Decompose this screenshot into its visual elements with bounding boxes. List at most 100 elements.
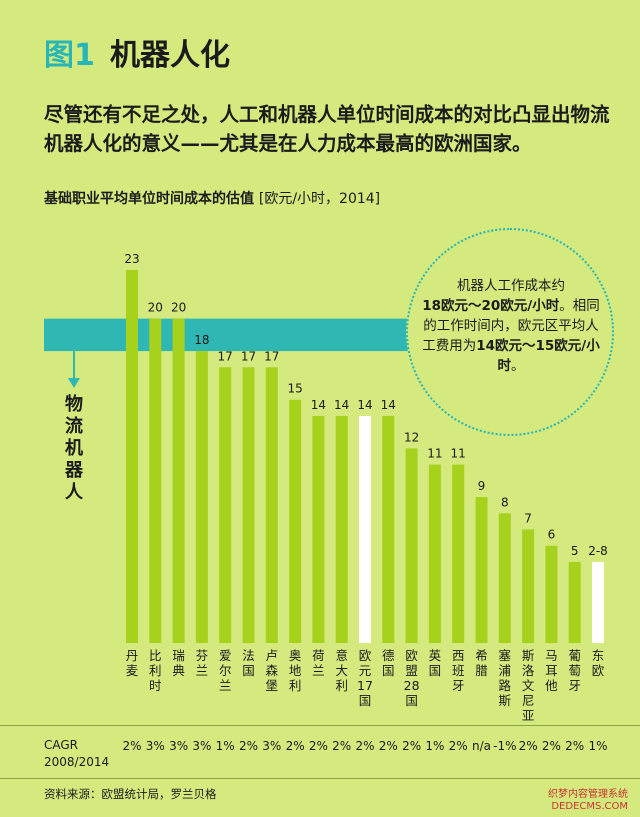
value-label-2: 20	[171, 301, 186, 315]
value-label-9: 14	[334, 398, 349, 412]
cagr-value-12: 2%	[402, 739, 422, 753]
cagr-value-19: 2%	[565, 739, 585, 753]
category-label-16: 浦	[499, 663, 512, 678]
cagr-label-text: CAGR	[44, 738, 79, 752]
bar-20	[592, 561, 604, 643]
value-label-19: 5	[571, 544, 579, 558]
robot-cost-band	[44, 318, 444, 352]
value-label-6: 17	[264, 349, 279, 363]
cagr-value-10: 2%	[355, 739, 375, 753]
source-note: 资料来源：欧盟统计局，罗兰贝格	[44, 787, 217, 801]
bar-7	[289, 399, 302, 643]
category-label-15: 希	[475, 648, 488, 663]
watermark-line1: 织梦内容管理系统	[548, 789, 628, 800]
chart-subtitle: 基础职业平均单位时间成本的估值 [欧元/小时，2014]	[44, 188, 380, 208]
bar-9	[335, 415, 348, 643]
category-label-2: 典	[172, 663, 185, 678]
cagr-value-13: 1%	[425, 739, 445, 753]
category-label-1: 利	[149, 663, 162, 678]
value-label-5: 17	[241, 349, 256, 363]
bar-4	[219, 367, 232, 643]
cagr-value-18: 2%	[541, 739, 561, 753]
callout-labor-cost: 14欧元～15欧元/小时	[476, 338, 600, 374]
value-label-18: 6	[548, 528, 556, 542]
category-label-20: 东	[592, 648, 605, 663]
cagr-value-15: n/a	[471, 739, 491, 753]
cagr-value-3: 3%	[192, 739, 212, 753]
category-label-10: 17	[357, 678, 373, 693]
value-label-3: 18	[194, 333, 209, 347]
cagr-value-2: 3%	[169, 739, 189, 753]
bar-15	[475, 497, 488, 643]
value-label-8: 14	[311, 398, 326, 412]
cagr-value-20: 1%	[588, 739, 608, 753]
callout-text: 机器人工作成本约 18欧元～20欧元/小时。相同的工作时间内，欧元区平均人工费用…	[422, 276, 600, 376]
category-label-4: 尔	[219, 663, 232, 678]
divider-top	[0, 725, 640, 726]
bar-13	[428, 464, 441, 643]
value-label-0: 23	[124, 252, 139, 266]
category-label-6: 森	[266, 663, 279, 678]
value-label-16: 8	[501, 495, 509, 509]
category-label-5: 国	[242, 663, 255, 678]
headline: 尽管还有不足之处，人工和机器人单位时间成本的对比凸显出物流机器人化的意义——尤其…	[44, 103, 610, 155]
cagr-value-16: -1%	[493, 739, 517, 753]
category-label-10: 欧	[359, 648, 372, 663]
category-label-19: 葡	[568, 648, 581, 663]
category-label-2: 瑞	[172, 648, 185, 663]
callout-line2: 。相同的工作时间内，欧元区平均人工费用为	[422, 298, 600, 354]
category-label-13: 英	[429, 648, 442, 663]
cagr-label: CAGR 2008/2014	[44, 737, 109, 771]
value-label-20: 2-8	[588, 544, 608, 558]
category-label-6: 卢	[266, 648, 279, 663]
bar-2	[172, 318, 185, 643]
category-label-17: 斯	[522, 648, 535, 663]
category-label-4: 爱	[219, 648, 232, 663]
cagr-value-1: 3%	[145, 739, 165, 753]
watermark-logo: 织梦内容管理系统 DEDECMS.COM	[548, 789, 628, 813]
cagr-value-11: 2%	[378, 739, 398, 753]
value-label-15: 9	[478, 479, 486, 493]
bar-16	[498, 513, 511, 643]
cagr-value-5: 2%	[238, 739, 259, 753]
figure-title: 机器人化	[110, 38, 230, 73]
category-label-13: 国	[429, 663, 442, 678]
band-label-char: 流	[65, 415, 83, 437]
subtitle-text: 基础职业平均单位时间成本的估值	[44, 191, 254, 207]
category-label-8: 兰	[312, 663, 325, 678]
category-label-1: 时	[149, 678, 162, 693]
value-label-1: 20	[148, 301, 163, 315]
cagr-period: 2008/2014	[44, 755, 110, 769]
band-label-char: 物	[65, 393, 83, 415]
category-label-12: 28	[404, 678, 420, 693]
category-label-17: 文	[522, 678, 535, 693]
bar-17	[522, 529, 535, 643]
bar-3	[195, 351, 208, 643]
cagr-value-14: 2%	[448, 739, 468, 753]
category-label-19: 萄	[568, 663, 581, 678]
value-label-12: 12	[404, 430, 419, 444]
bar-8	[312, 415, 325, 643]
category-label-5: 法	[242, 648, 255, 663]
cagr-value-0: 2%	[122, 739, 142, 753]
bar-11	[382, 415, 395, 643]
band-label-char: 机	[65, 438, 83, 459]
category-label-3: 兰	[196, 663, 209, 678]
category-label-4: 兰	[219, 678, 232, 693]
category-label-0: 麦	[126, 663, 139, 678]
cagr-value-6: 3%	[262, 739, 282, 753]
category-label-0: 丹	[126, 648, 139, 663]
value-label-10: 14	[357, 398, 372, 412]
cagr-value-17: 2%	[518, 739, 538, 753]
cagr-value-9: 2%	[332, 739, 352, 753]
bar-0	[126, 270, 138, 643]
bar-10	[359, 415, 371, 643]
figure-label: 图1	[44, 38, 95, 73]
bar-14	[452, 464, 465, 643]
cagr-value-8: 2%	[308, 739, 328, 753]
category-label-14: 西	[452, 648, 465, 663]
value-label-4: 17	[218, 349, 233, 363]
subtitle-unit: [欧元/小时，2014]	[258, 191, 381, 207]
bar-1	[149, 318, 162, 643]
category-label-14: 牙	[452, 678, 465, 693]
